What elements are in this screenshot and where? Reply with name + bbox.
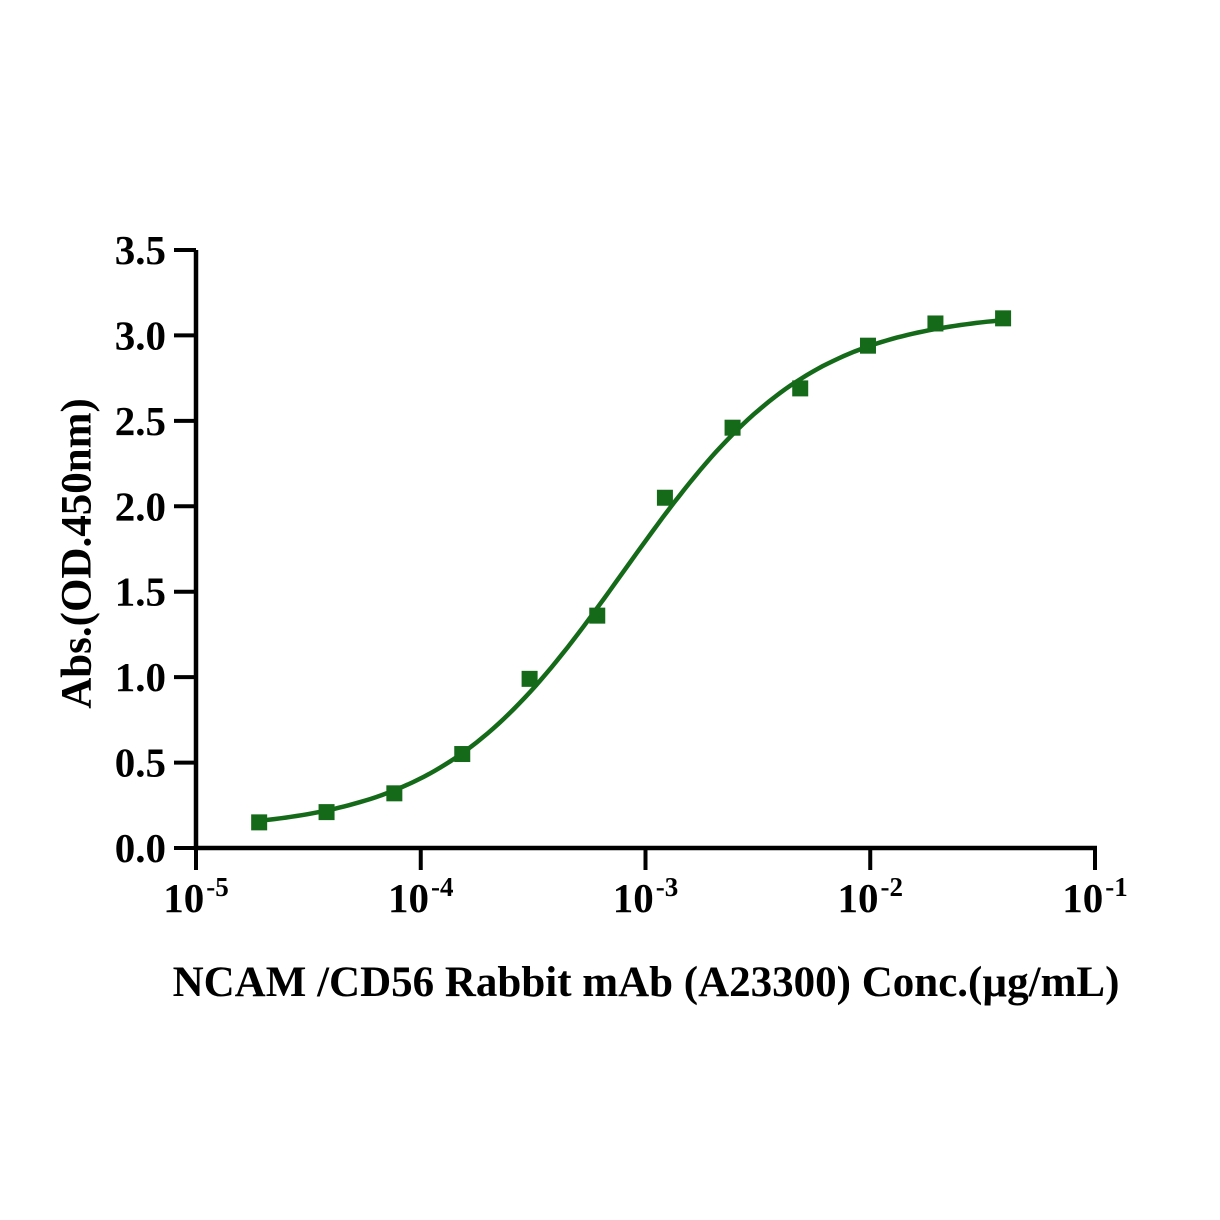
data-point-marker [521, 670, 538, 687]
fit-curve [256, 317, 1006, 824]
y-tick-label: 0.5 [115, 740, 166, 786]
y-tick-label: 2.0 [115, 483, 166, 529]
data-point-marker [792, 380, 809, 397]
x-tick-label: 10-4 [388, 872, 454, 921]
y-tick-label: 3.5 [115, 227, 166, 273]
data-point-marker [589, 607, 606, 624]
x-tick-label: 10-2 [838, 872, 904, 921]
x-tick-label: 10-5 [163, 872, 229, 921]
y-tick-label: 2.5 [115, 398, 166, 444]
data-point-marker [251, 814, 268, 831]
data-point-marker [724, 419, 741, 436]
data-point-marker [454, 746, 471, 763]
y-tick-label: 1.0 [115, 654, 166, 700]
data-point-marker [318, 804, 335, 821]
y-tick-label: 3.0 [115, 312, 166, 358]
x-tick-label: 10-1 [1062, 872, 1128, 921]
y-axis-title: Abs.(OD.450nm) [53, 398, 101, 709]
data-point-marker [927, 315, 944, 332]
x-axis-title: NCAM /CD56 Rabbit mAb (A23300) Conc.(µg/… [172, 959, 1120, 1006]
y-tick-label: 1.5 [115, 569, 166, 615]
data-point-marker [995, 310, 1012, 327]
x-tick-label: 10-3 [613, 872, 679, 921]
data-point-marker [656, 489, 673, 506]
y-tick-label: 0.0 [115, 825, 166, 871]
data-point-marker [386, 785, 403, 802]
data-point-marker [859, 337, 876, 354]
